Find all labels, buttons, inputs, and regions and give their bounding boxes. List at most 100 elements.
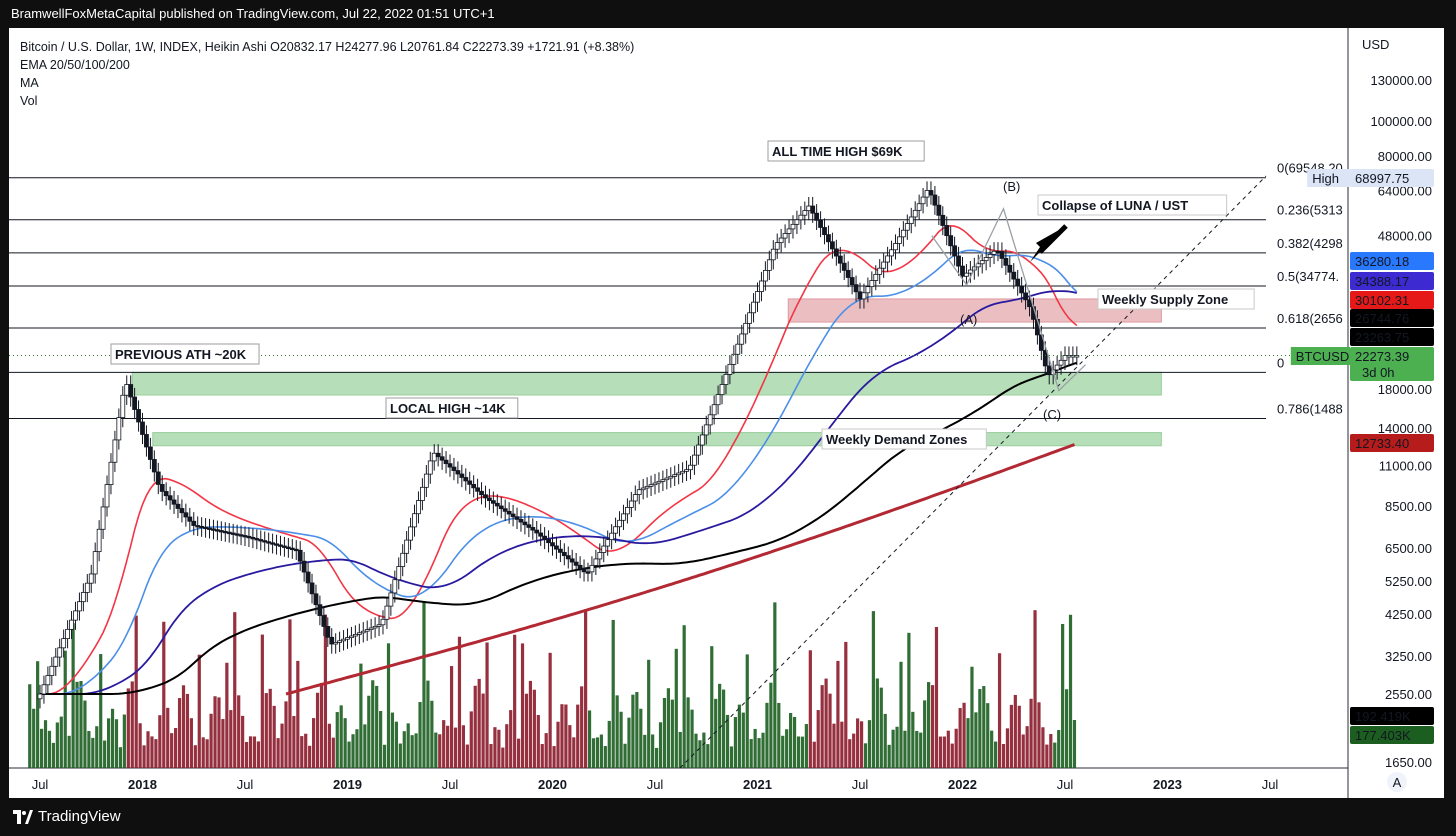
price-tag-bg xyxy=(1350,434,1434,452)
volume-bar xyxy=(674,648,678,768)
candle-body xyxy=(1027,299,1032,308)
ma-legend[interactable]: MA xyxy=(20,76,39,90)
volume-bar xyxy=(808,650,812,768)
candle-body xyxy=(285,546,291,549)
candle-body xyxy=(412,513,417,528)
candle-body xyxy=(274,543,279,546)
auto-scale-button[interactable] xyxy=(1387,772,1407,792)
x-tick-label: Jul xyxy=(442,777,459,792)
candle-body xyxy=(656,480,662,484)
candle-body xyxy=(798,214,804,221)
volume-bar xyxy=(122,714,126,768)
volume-bar xyxy=(627,717,631,768)
volume-bar xyxy=(276,738,280,768)
candle-body xyxy=(889,249,894,257)
vol-legend[interactable]: Vol xyxy=(20,94,38,108)
volume-bar xyxy=(950,743,954,768)
volume-bar xyxy=(923,700,927,768)
candle-body xyxy=(699,434,705,446)
candle-body xyxy=(731,353,737,365)
volume-bar xyxy=(296,660,300,768)
volume-bar xyxy=(126,688,130,768)
volume-bar xyxy=(205,739,209,768)
volume-bar xyxy=(930,685,935,768)
volume-bar xyxy=(781,735,785,768)
candle-body xyxy=(376,624,382,627)
candle-body xyxy=(644,485,650,489)
volume-bar xyxy=(820,685,824,768)
volume-bar xyxy=(682,625,686,768)
volume-bar xyxy=(658,722,663,768)
x-tick-label: 2018 xyxy=(128,777,157,792)
volume-bar xyxy=(158,715,162,768)
candle-body xyxy=(1023,292,1028,301)
candle-body xyxy=(893,243,898,251)
tradingview-brand[interactable]: TradingView xyxy=(38,808,121,825)
candle-body xyxy=(625,507,630,515)
candle-body xyxy=(995,250,1001,254)
chart-frame[interactable] xyxy=(9,28,1444,798)
candle-body xyxy=(561,551,567,557)
candle-body xyxy=(380,618,386,626)
candle-body xyxy=(313,593,319,606)
candle-body xyxy=(329,636,335,645)
volume-bar xyxy=(154,739,158,768)
candle-body xyxy=(526,524,532,528)
candle-body xyxy=(695,444,701,456)
volume-bar xyxy=(87,731,91,768)
candle-body xyxy=(755,291,760,303)
candle-body xyxy=(628,500,634,508)
candle-body xyxy=(759,280,764,292)
annotation-box xyxy=(821,428,987,450)
volume-bar xyxy=(540,744,544,768)
volume-bar xyxy=(138,723,142,768)
candle-body xyxy=(270,542,275,545)
volume-bar xyxy=(375,685,379,768)
volume-bar xyxy=(536,714,540,768)
candle-body xyxy=(230,532,236,535)
candle-body xyxy=(258,539,264,542)
volume-bar xyxy=(871,611,876,768)
candle-body xyxy=(585,571,591,574)
volume-bar xyxy=(946,730,950,768)
candle-body xyxy=(266,541,272,544)
candle-body xyxy=(747,312,753,324)
candle-body xyxy=(155,471,161,485)
candle-body xyxy=(80,592,86,603)
volume-bar xyxy=(560,704,564,768)
volume-bar xyxy=(410,735,414,768)
volume-bar xyxy=(792,716,797,768)
volume-bar xyxy=(150,736,154,768)
volume-bar xyxy=(166,707,170,768)
x-tick-label: 2021 xyxy=(743,777,772,792)
y-tick-label: 11000.00 xyxy=(1379,459,1432,474)
volume-bar xyxy=(323,614,328,768)
publisher-bar: BramwellFoxMetaCapital published on Trad… xyxy=(0,0,1456,28)
candle-body xyxy=(506,510,512,515)
volume-bar xyxy=(497,729,501,768)
candle-body xyxy=(542,535,548,540)
candle-body xyxy=(49,665,55,676)
price-tag-bg xyxy=(1350,726,1434,744)
symbol-line[interactable]: Bitcoin / U.S. Dollar, 1W, INDEX, Heikin… xyxy=(20,40,635,54)
y-tick-label: 14000.00 xyxy=(1378,421,1432,436)
fib-label: 0.382(4298 xyxy=(1277,236,1343,251)
volume-bar xyxy=(1013,694,1017,768)
volume-bar xyxy=(398,743,402,768)
volume-bar xyxy=(982,686,986,768)
price-tag-bg xyxy=(1350,328,1434,346)
ema-legend[interactable]: EMA 20/50/100/200 xyxy=(20,58,130,72)
volume-bar xyxy=(327,723,331,768)
volume-bar xyxy=(698,740,702,768)
candle-body xyxy=(802,210,808,216)
volume-bar xyxy=(654,747,659,768)
volume-bar xyxy=(453,727,458,768)
volume-bar xyxy=(524,693,529,768)
volume-bar xyxy=(390,712,395,768)
volume-bar xyxy=(607,720,611,768)
volume-bar xyxy=(824,678,828,768)
volume-bar xyxy=(725,714,730,768)
volume-bar xyxy=(576,704,580,768)
volume-bar xyxy=(718,683,722,768)
